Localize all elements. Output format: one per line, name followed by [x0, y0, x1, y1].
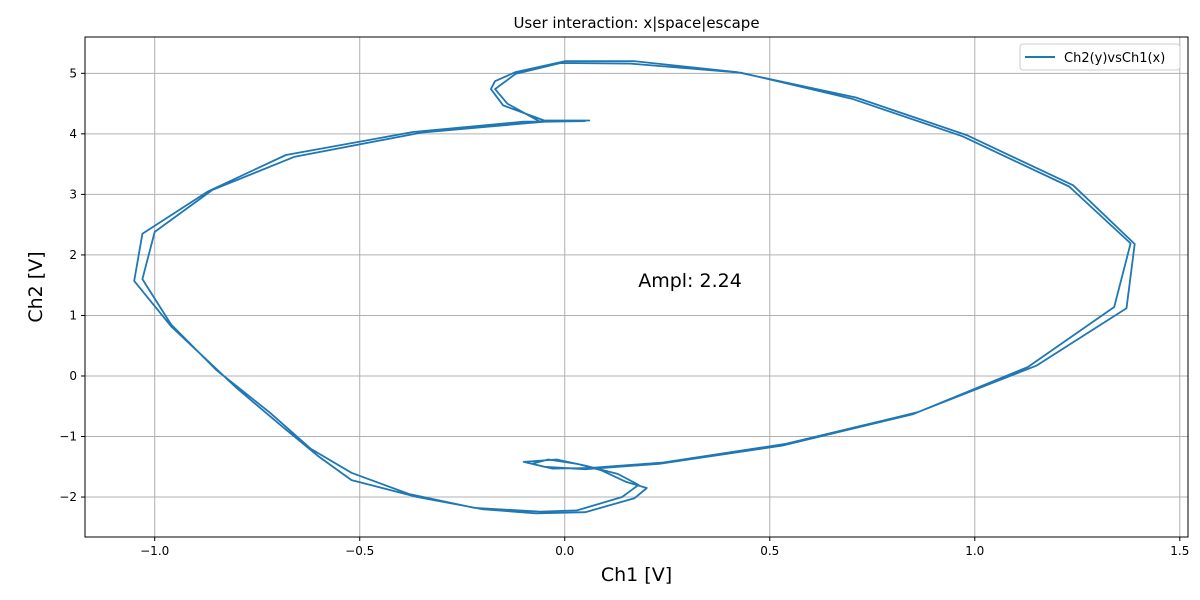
y-tick-label: 0	[69, 369, 77, 383]
y-axis-label: Ch2 [V]	[25, 251, 47, 322]
x-tick-label: 1.5	[1170, 544, 1189, 558]
series-group	[133, 60, 1136, 515]
y-tick-label: −1	[59, 430, 77, 444]
y-tick-label: 5	[69, 66, 77, 80]
x-tick-label: 1.0	[965, 544, 984, 558]
y-tick-label: −2	[59, 490, 77, 504]
legend-label: Ch2(y)vsCh1(x)	[1064, 51, 1165, 66]
axes-frame	[84, 36, 1189, 538]
legend-box	[1019, 43, 1181, 71]
legend: Ch2(y)vsCh1(x)	[1019, 43, 1181, 71]
amplitude-annotation: Ampl: 2.24	[638, 270, 742, 292]
chart-title: User interaction: x|space|escape	[513, 14, 759, 32]
x-axis-label: Ch1 [V]	[601, 564, 672, 586]
y-tick-label: 1	[69, 308, 77, 322]
y-tick-label: 3	[69, 187, 77, 201]
grid	[85, 37, 1188, 537]
ticks: −1.0 −0.5 0.0 0.5 1.0 1.5 −2 −1 0 1 2 3 4 5	[59, 66, 1189, 558]
x-tick-label: −1.0	[140, 544, 169, 558]
y-tick-label: 4	[69, 127, 77, 141]
series-line	[133, 60, 1136, 515]
x-tick-label: −0.5	[345, 544, 374, 558]
y-tick-label: 2	[69, 248, 77, 262]
x-tick-label: 0.0	[555, 544, 574, 558]
x-tick-label: 0.5	[760, 544, 779, 558]
